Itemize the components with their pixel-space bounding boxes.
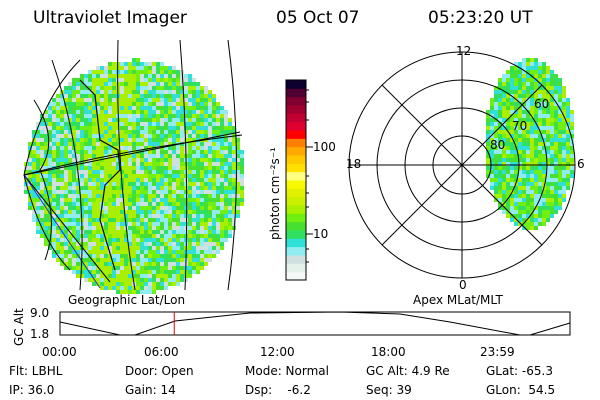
colorbar-swatch xyxy=(286,80,306,89)
colorbar-swatch xyxy=(286,196,306,206)
mlt-0: 0 xyxy=(459,278,467,292)
glon-info: GLon: 54.5 xyxy=(486,383,556,397)
altitude-min: 1.8 xyxy=(30,327,50,341)
altitude-axis-label: GC Alt xyxy=(12,308,26,346)
geographic-grid xyxy=(23,39,243,291)
lat-60: 60 xyxy=(534,97,550,111)
lat-70: 70 xyxy=(512,119,528,133)
colorbar-swatch xyxy=(286,230,306,239)
colorbar-swatch xyxy=(286,96,306,106)
colorbar-swatch xyxy=(286,255,306,264)
instrument-title: Ultraviolet Imager xyxy=(33,8,187,28)
time-tick: 18:00 xyxy=(371,345,406,359)
colorbar-swatch xyxy=(286,155,306,164)
mode-info: Mode: Normal xyxy=(245,364,329,378)
colorbar-swatch xyxy=(286,138,306,148)
mlt-6: 6 xyxy=(577,157,585,171)
time-label: 05:23:20 UT xyxy=(428,8,533,28)
time-tick: 06:00 xyxy=(144,345,179,359)
colorbar-swatch xyxy=(286,88,306,98)
colorbar-tick-100: 100 xyxy=(313,140,336,154)
colorbar-swatch xyxy=(286,180,306,189)
colorbar xyxy=(286,80,306,281)
colorbar-swatch xyxy=(286,238,306,248)
geographic-image xyxy=(24,58,244,294)
colorbar-swatch xyxy=(286,113,306,123)
colorbar-tick-10: 10 xyxy=(313,227,329,241)
colorbar-label: photon cm⁻²s⁻¹ xyxy=(268,147,282,240)
colorbar-swatch xyxy=(286,146,306,156)
colorbar-swatch xyxy=(286,130,306,139)
altitude-plot-frame xyxy=(59,311,571,336)
lat-80: 80 xyxy=(490,138,506,152)
colorbar-swatch xyxy=(286,213,306,223)
date-label: 05 Oct 07 xyxy=(276,8,360,28)
seq-info: Seq: 39 xyxy=(366,383,412,397)
colorbar-ticks xyxy=(306,89,313,263)
colorbar-swatch xyxy=(286,105,306,114)
ip-info: IP: 36.0 xyxy=(9,383,55,397)
glat-info: GLat: -65.3 xyxy=(486,364,553,378)
gc-alt-info: GC Alt: 4.9 Re xyxy=(366,364,450,378)
mlt-18: 18 xyxy=(346,157,362,171)
time-tick: 00:00 xyxy=(42,345,77,359)
colorbar-swatch xyxy=(286,271,306,281)
colorbar-swatch xyxy=(286,188,306,198)
colorbar-swatch xyxy=(286,221,306,231)
gain-info: Gain: 14 xyxy=(125,383,176,397)
colorbar-swatch xyxy=(286,171,306,181)
door-info: Door: Open xyxy=(125,364,194,378)
colorbar-swatch xyxy=(286,121,306,131)
time-tick: 23:59 xyxy=(480,345,515,359)
apex-label: Apex MLat/MLT xyxy=(413,293,503,307)
polar-grid xyxy=(348,51,576,279)
dsp-info: Dsp: -6.2 xyxy=(245,383,311,397)
filter-info: Flt: LBHL xyxy=(9,364,63,378)
time-tick: 12:00 xyxy=(260,345,295,359)
altitude-max: 9.0 xyxy=(30,306,50,320)
colorbar-swatch xyxy=(286,205,306,214)
colorbar-swatch xyxy=(286,263,306,273)
altitude-curve xyxy=(59,311,571,336)
mlt-12: 12 xyxy=(456,44,472,58)
geographic-label: Geographic Lat/Lon xyxy=(68,293,186,307)
colorbar-swatch xyxy=(286,246,306,256)
colorbar-swatch xyxy=(286,163,306,173)
